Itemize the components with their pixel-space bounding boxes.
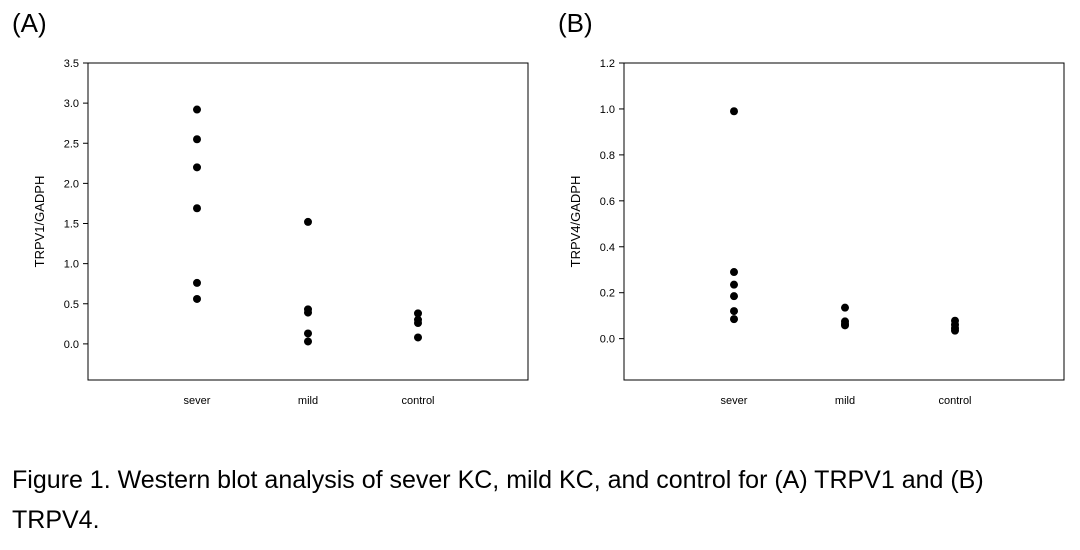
chart-a-point-sever (193, 294, 201, 303)
chart-b-point-mild (841, 321, 849, 330)
chart-b-point-sever (730, 268, 738, 277)
chart-b-point-sever (730, 280, 738, 289)
chart-a-ytick-label: 2.0 (64, 178, 79, 190)
chart-b-point-sever (730, 107, 738, 116)
chart-b-ytick-label: 0.4 (600, 242, 615, 254)
chart-b-ytick-label: 0.6 (600, 196, 615, 208)
chart-a-point-mild (304, 337, 312, 346)
chart-b-xtick-label-mild: mild (835, 395, 855, 407)
chart-a-point-sever (193, 135, 201, 144)
chart-a-ytick-label: 1.5 (64, 219, 79, 231)
chart-b-xtick-label-control: control (938, 395, 971, 407)
chart-a-point-sever (193, 105, 201, 114)
chart-b-point-sever (730, 315, 738, 324)
figure-caption: Figure 1. Western blot analysis of sever… (12, 466, 984, 534)
chart-b-ylabel: TRPV4/GADPH (568, 176, 583, 268)
chart-a-xtick-label-mild: mild (298, 395, 318, 407)
chart-b-xtick-label-sever: sever (721, 395, 748, 407)
chart-b-plot-frame (623, 62, 1065, 381)
chart-b-ytick-label: 0.2 (600, 288, 615, 300)
chart-b-ytick-label: 1.2 (600, 58, 615, 70)
chart-a-point-sever (193, 278, 201, 287)
chart-b-ytick-label: 0.0 (600, 334, 615, 346)
chart-a-point-control (414, 319, 422, 328)
chart-a-xtick-label-sever: sever (184, 395, 211, 407)
chart-a-xtick-label-control: control (401, 395, 434, 407)
chart-a-point-mild (304, 308, 312, 317)
chart-b-point-sever (730, 307, 738, 316)
chart-a-ytick-label: 3.0 (64, 98, 79, 110)
panel-label-a: (A) (12, 8, 47, 38)
chart-b-point-sever (730, 292, 738, 301)
chart-b-point-control (951, 326, 959, 335)
chart-a-point-control (414, 309, 422, 318)
chart-b-point-mild (841, 303, 849, 312)
chart-a-point-sever (193, 163, 201, 172)
chart-a-plot-frame (87, 62, 529, 381)
chart-a-ytick-label: 0.5 (64, 299, 79, 311)
chart-a-point-control (414, 333, 422, 342)
chart-a-ytick-label: 3.5 (64, 58, 79, 70)
chart-a-ytick-label: 1.0 (64, 259, 79, 271)
chart-a-ylabel: TRPV1/GADPH (32, 176, 47, 268)
panel-label-b: (B) (558, 8, 593, 38)
chart-a-point-mild (304, 329, 312, 338)
chart-a-point-sever (193, 204, 201, 213)
chart-a-ytick-label: 0.0 (64, 339, 79, 351)
chart-b-ytick-label: 1.0 (600, 104, 615, 116)
chart-a-point-mild (304, 217, 312, 226)
chart-b-ytick-label: 0.8 (600, 150, 615, 162)
chart-a-ytick-label: 2.5 (64, 138, 79, 150)
